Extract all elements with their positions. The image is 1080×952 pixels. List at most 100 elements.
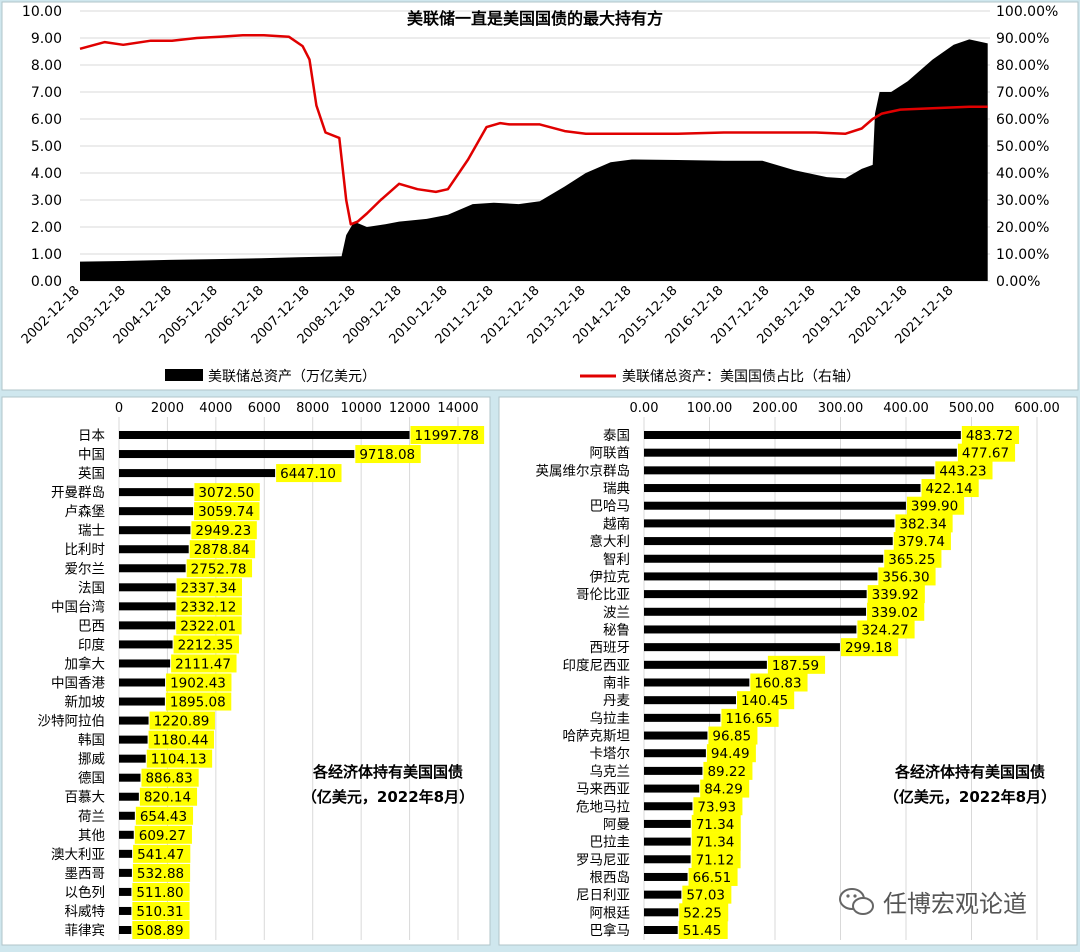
- bar-category-label: 哥伦比亚: [576, 587, 630, 603]
- bar-category-label: 尼日利亚: [576, 888, 630, 904]
- bar: [644, 837, 691, 846]
- bar: [119, 507, 194, 516]
- bar-category-label: 印度: [78, 637, 105, 653]
- y-left-tick-label: 6.00: [31, 112, 62, 128]
- bar-value-label: 52.25: [683, 905, 722, 921]
- bar-value-label: 2878.84: [194, 542, 250, 558]
- bar-value-label: 1895.08: [170, 695, 226, 711]
- bar-value-highlight: [132, 863, 191, 882]
- bar-value-label: 443.23: [939, 463, 986, 479]
- bar-category-label: 伊拉克: [590, 569, 631, 585]
- bar-value-highlight: [148, 730, 214, 749]
- bar: [119, 716, 149, 725]
- holders-chart-small: 0.00 100.00 200.00 300.00 400.00 500.00 600.00…: [498, 396, 1078, 946]
- bar-value-highlight: [135, 806, 194, 825]
- bar-value-highlight: [194, 502, 260, 521]
- legend-label-total-assets: 美联储总资产（万亿美元）: [208, 369, 376, 385]
- bar-value-highlight: [171, 654, 237, 673]
- y-left-tick-label: 5.00: [31, 139, 62, 155]
- bar-value-label: 2337.34: [181, 580, 237, 596]
- bar: [644, 484, 921, 493]
- bar: [119, 735, 148, 744]
- bar-value-highlight: [176, 578, 242, 597]
- bar: [119, 754, 146, 763]
- bar-category-label: 瑞士: [78, 523, 105, 539]
- bar-category-label: 秘鲁: [603, 622, 630, 638]
- bar-category-label: 乌克兰: [590, 764, 631, 780]
- bar-value-highlight: [893, 532, 951, 551]
- bar-value-highlight: [895, 514, 953, 533]
- bar: [119, 773, 141, 782]
- bar-category-label: 百慕大: [65, 790, 106, 806]
- bar-category-label: 越南: [603, 516, 630, 532]
- y-left-tick-label: 10.00: [22, 4, 62, 20]
- bar-value-highlight: [961, 426, 1020, 444]
- bar: [644, 660, 767, 669]
- bar-x-tick-label: 100.00: [687, 401, 733, 416]
- y-right-tick-label: 20.00%: [996, 220, 1049, 236]
- bar-value-highlight: [410, 426, 485, 444]
- bar-value-highlight: [132, 901, 190, 920]
- bar-value-highlight: [767, 655, 826, 674]
- bar-value-label: 71.34: [696, 817, 735, 833]
- bar-category-label: 法国: [78, 580, 105, 596]
- bar-value-label: 160.83: [754, 676, 801, 692]
- bar-value-highlight: [132, 921, 190, 939]
- bar: [119, 678, 166, 687]
- bar-value-label: 73.93: [697, 799, 736, 815]
- bar: [644, 731, 708, 740]
- bar-value-highlight: [133, 844, 191, 863]
- y-left-tick-label: 7.00: [31, 85, 62, 101]
- bar-category-label: 阿联酋: [590, 445, 631, 462]
- bar-category-label: 智利: [603, 552, 630, 568]
- bar-value-highlight: [706, 744, 756, 763]
- watermark-text: 任博宏观论道: [883, 890, 1027, 918]
- bar-value-label: 324.27: [861, 622, 908, 638]
- bar-category-label: 其他: [78, 828, 105, 844]
- bar-x-tick-label: 4000: [199, 401, 232, 416]
- bar-category-label: 挪威: [78, 752, 105, 768]
- bar-value-highlight: [141, 768, 199, 787]
- bar-value-highlight: [750, 673, 808, 692]
- bar-value-highlight: [176, 597, 242, 616]
- bar-category-label: 阿根廷: [590, 905, 631, 921]
- bar-value-highlight: [857, 620, 915, 639]
- y-right-tick-label: 60.00%: [996, 112, 1049, 128]
- bar-category-label: 巴拉圭: [590, 835, 631, 851]
- bar-value-highlight: [194, 483, 260, 502]
- bar: [644, 448, 957, 457]
- bar-value-label: 2322.01: [180, 618, 236, 634]
- bar-value-label: 382.34: [899, 516, 946, 532]
- right-chart-subtitle: （亿美元，2022年8月）: [884, 788, 1056, 806]
- bar: [644, 802, 693, 811]
- bar: [644, 590, 867, 599]
- bar: [119, 926, 132, 934]
- y-left-tick-label: 9.00: [31, 31, 62, 47]
- bar-value-label: 1180.44: [153, 733, 209, 749]
- bar-category-label: 开曼群岛: [51, 485, 105, 501]
- y-left-tick-label: 1.00: [31, 247, 62, 263]
- bar-category-label: 中国台湾: [51, 598, 105, 615]
- bar-value-highlight: [935, 461, 993, 480]
- bar-value-label: 6447.10: [280, 466, 336, 482]
- bar: [644, 890, 682, 899]
- bar: [644, 872, 688, 881]
- bar-x-tick-label: 8000: [296, 401, 329, 416]
- bar-category-label: 沙特阿拉伯: [38, 714, 106, 730]
- bar-x-tick-label: 0: [115, 401, 123, 416]
- bar-value-highlight: [708, 726, 758, 745]
- bar-value-label: 57.03: [686, 888, 725, 904]
- bar: [644, 519, 895, 528]
- bar-value-label: 886.83: [145, 771, 192, 787]
- bar: [119, 602, 176, 611]
- y-left-tick-label: 2.00: [31, 220, 62, 236]
- bar: [644, 784, 700, 793]
- bar-value-label: 140.45: [741, 693, 788, 709]
- bar-value-label: 3059.74: [198, 504, 254, 520]
- bar-category-label: 墨西哥: [65, 866, 106, 882]
- bar-value-label: 510.31: [136, 904, 183, 920]
- bar: [644, 766, 703, 775]
- bar-value-label: 339.02: [871, 605, 918, 621]
- bar-value-highlight: [693, 797, 743, 816]
- bar-category-label: 意大利: [590, 533, 631, 550]
